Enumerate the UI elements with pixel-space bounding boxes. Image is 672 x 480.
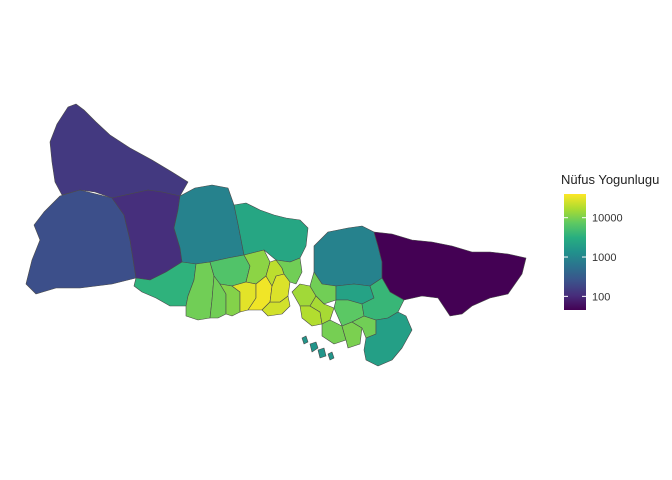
district-sariyer [233,202,309,263]
legend-title: Nüfus Yogunlugu [561,172,659,187]
legend-tick-label: 100 [592,291,610,303]
legend-tick-label: 10000 [592,213,623,225]
district-adalar [301,335,335,361]
island [327,351,335,361]
district-beykoz [313,225,383,287]
district-eyup-north [173,184,245,265]
legend-ticks: 10000 1000 100 [564,213,623,303]
island [301,335,309,345]
island [317,347,327,359]
legend: Nüfus Yogunlugu 10000 1000 100 [561,172,659,310]
legend-tick-label: 1000 [592,252,616,264]
district-atasehir [309,295,335,325]
legend-colorbar [564,194,586,310]
district-besiktas [275,257,303,285]
district-pendik [361,277,405,321]
district-catalca [49,103,189,199]
district-tuzla [363,311,413,367]
island [309,341,319,353]
